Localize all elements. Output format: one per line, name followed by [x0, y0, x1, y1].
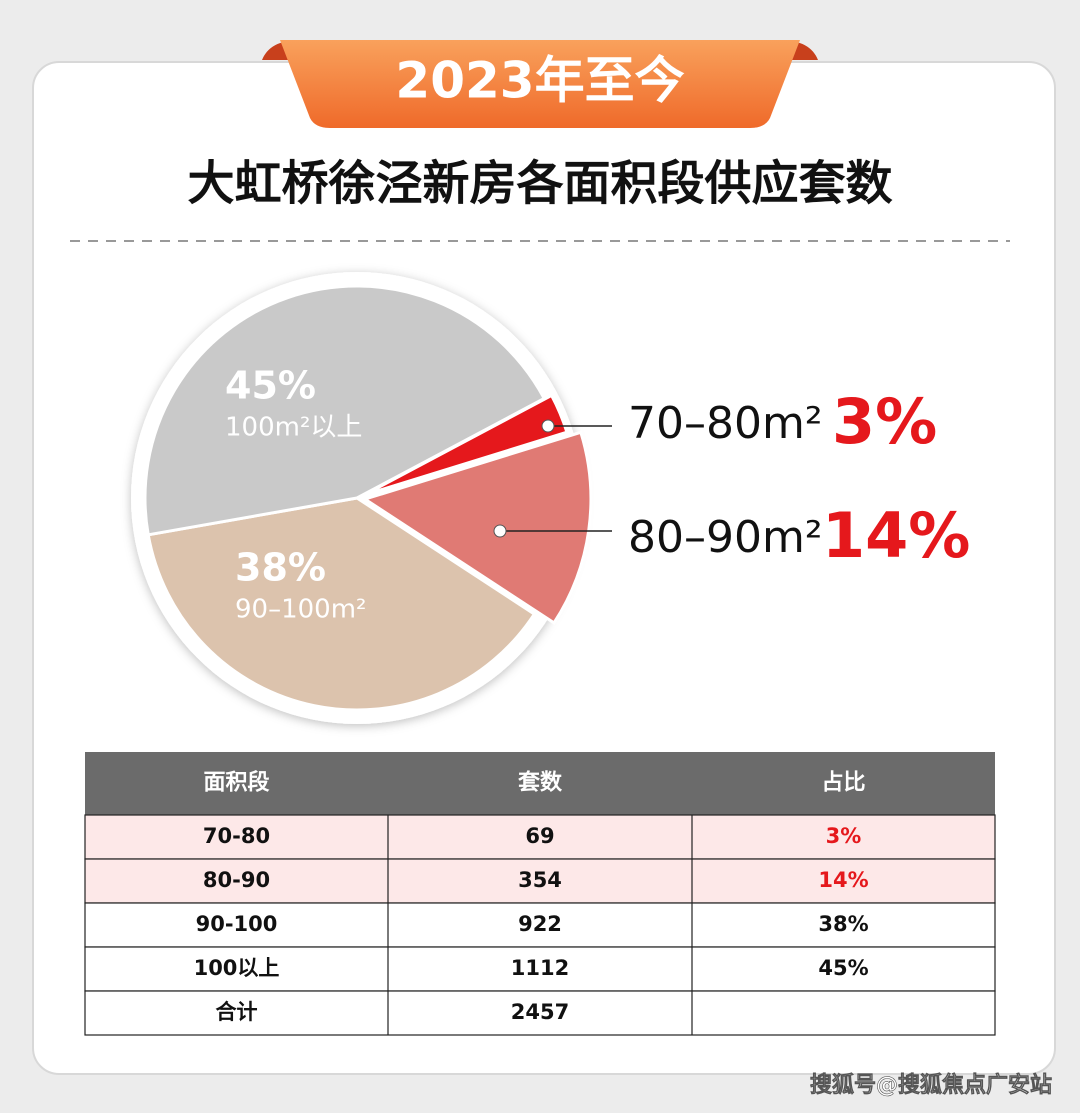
watermark: 搜狐号@搜狐焦点广安站	[810, 1072, 1052, 1098]
table-cell: 100以上	[194, 956, 280, 980]
table-cell: 80-90	[203, 868, 270, 892]
slice-value-label: 38%	[235, 546, 326, 590]
pie-slice	[143, 284, 547, 537]
header-cell: 套数	[518, 770, 563, 796]
table: 面积段 套数 占比 70-80 69 3% 80-90 354 14% 90-100 922 38% 1…	[84, 752, 996, 1036]
table-row	[84, 858, 996, 904]
table-cell: 合计	[216, 1000, 258, 1024]
chart-title: 大虹桥徐泾新房各面积段供应套数	[188, 157, 893, 212]
table-cell: 90-100	[196, 912, 278, 936]
table-row	[84, 946, 996, 992]
table-cell: 2457	[511, 1000, 569, 1024]
table-row	[84, 990, 996, 1036]
table-cell: 354	[518, 868, 562, 892]
slice-value-label: 3%	[832, 385, 937, 458]
slice-label: 100m²以上	[225, 413, 362, 443]
pie: 70–80m² 3% 80–90m² 14% 38% 90–100m² 45% 100m²以上	[143, 284, 970, 712]
table-cell: 45%	[818, 956, 868, 980]
pie-slice	[146, 496, 537, 712]
slice-label: 70–80m²	[628, 398, 822, 449]
badge-text: 2023年至今	[395, 52, 684, 110]
leader-dot	[541, 419, 555, 433]
table-cell: 14%	[818, 868, 868, 892]
slice-value-label: 45%	[225, 364, 316, 408]
table-header	[85, 752, 995, 815]
leader-dot	[493, 524, 507, 538]
table-cell: 3%	[826, 824, 862, 848]
table-cell: 38%	[818, 912, 868, 936]
header-cell: 占比	[821, 771, 865, 796]
pie-slice	[363, 393, 569, 497]
header-cell: 面积段	[203, 770, 269, 796]
table-cell: 69	[525, 824, 554, 848]
slice-value-label: 14%	[822, 499, 970, 572]
table-cell: 70-80	[203, 824, 270, 848]
slice-label: 80–90m²	[628, 512, 822, 563]
badge	[280, 40, 800, 128]
slice-label: 90–100m²	[235, 595, 366, 625]
table-row	[84, 814, 996, 860]
table-cell: 1112	[511, 956, 569, 980]
table-cell: 922	[518, 912, 562, 936]
